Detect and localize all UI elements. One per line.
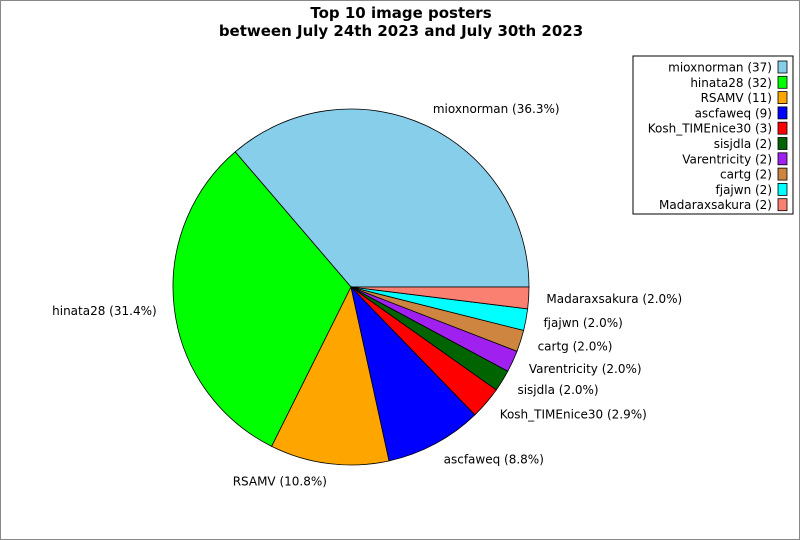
legend-entry: cartg (2) [720, 168, 772, 182]
chart-title-line-1: Top 10 image posters [310, 4, 491, 22]
legend-swatch [777, 182, 788, 196]
slice-label: fjajwn (2.0%) [543, 316, 622, 330]
legend-entry: fjajwn (2) [716, 183, 772, 197]
legend-swatch [777, 106, 788, 120]
legend-entry: hinata28 (32) [690, 76, 772, 90]
pie-slice-ascfaweq [350, 285, 476, 462]
legend-entry: RSAMV (11) [701, 91, 772, 105]
chart-title-line-2: between July 24th 2023 and July 30th 202… [219, 22, 583, 40]
pie-slice-RSAMV [271, 285, 390, 466]
slice-label: sisjdla (2.0%) [517, 383, 598, 397]
legend-entry: mioxnorman (37) [668, 61, 772, 75]
legend: mioxnorman (37)hinata28 (32)RSAMV (11)as… [632, 55, 794, 215]
legend-swatch [777, 91, 788, 104]
legend-entry: sisjdla (2) [714, 137, 772, 151]
legend-entry: Varentricity (2) [682, 152, 772, 166]
legend-swatch [777, 167, 788, 181]
slice-label: Kosh_TIMEnice30 (2.9%) [500, 407, 647, 421]
pie-slice-hinata28 [172, 151, 352, 447]
slice-label: ascfaweq (8.8%) [444, 453, 544, 467]
pie-slice-Madaraxsakura [350, 286, 530, 310]
slice-label: mioxnorman (36.3%) [433, 102, 560, 116]
legend-swatch [777, 60, 788, 74]
legend-swatch [777, 75, 788, 89]
legend-entry: ascfaweq (9) [695, 106, 772, 120]
slice-label: hinata28 (31.4%) [52, 304, 157, 318]
slice-label: RSAMV (10.8%) [233, 474, 327, 488]
slice-label: cartg (2.0%) [538, 339, 613, 353]
slice-label: Varentricity (2.0%) [529, 362, 642, 376]
legend-swatch [777, 198, 788, 212]
legend-swatch [777, 152, 788, 166]
legend-box [632, 55, 794, 215]
legend-swatch [777, 121, 788, 135]
pie-slice-mioxnorman [234, 108, 530, 288]
legend-entry: Madaraxsakura (2) [659, 198, 772, 212]
slice-label: Madaraxsakura (2.0%) [546, 292, 682, 306]
legend-entry: Kosh_TIMEnice30 (3) [648, 122, 772, 136]
legend-swatch [777, 137, 788, 150]
